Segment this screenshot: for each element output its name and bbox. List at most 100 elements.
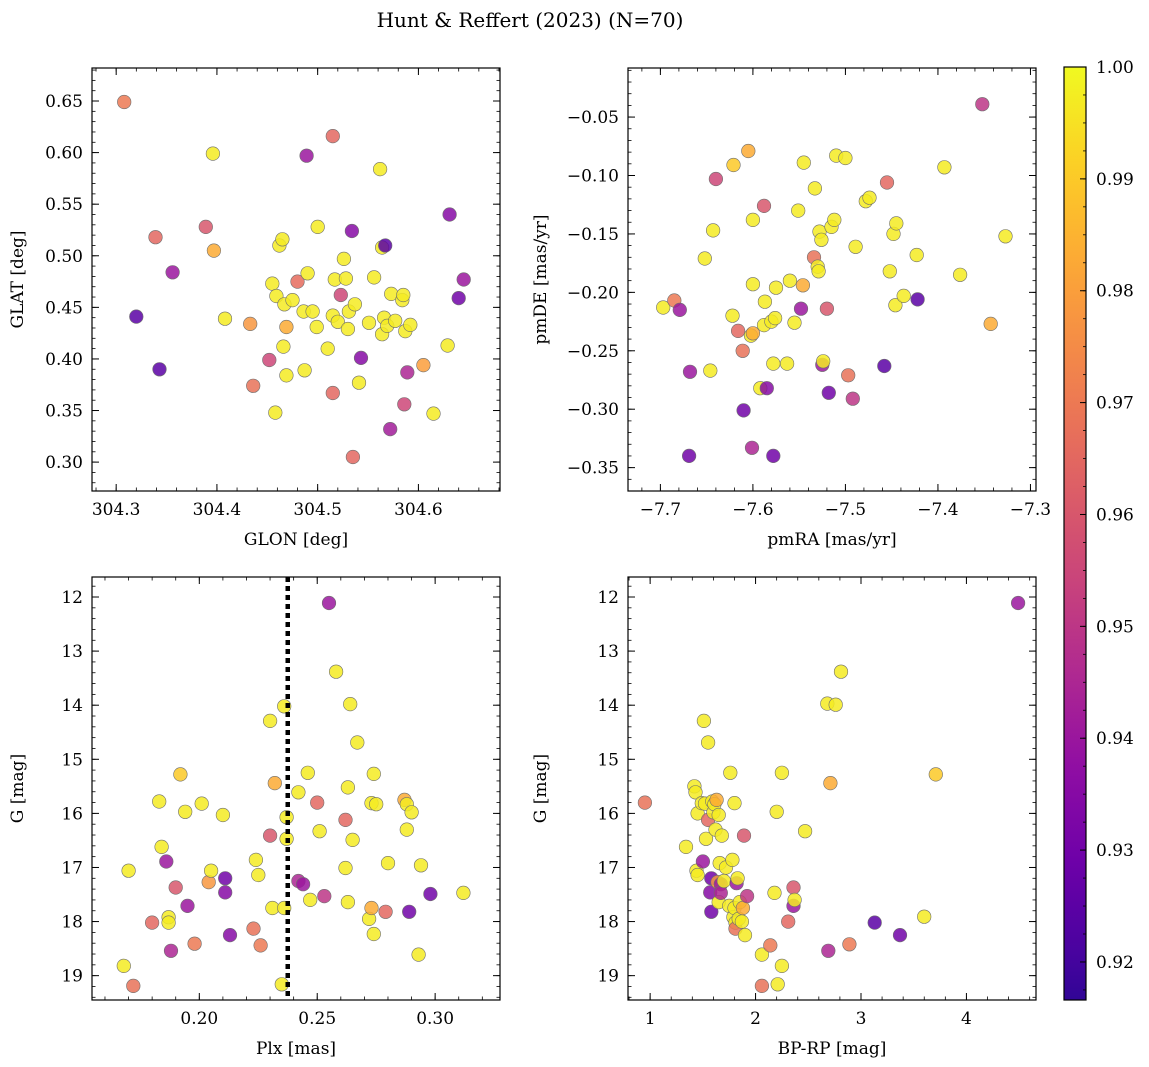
data-point <box>697 251 712 266</box>
data-point <box>882 264 897 279</box>
data-point <box>909 247 924 263</box>
data-point <box>713 885 728 901</box>
data-point <box>309 319 324 335</box>
data-point <box>690 867 705 883</box>
x-tick-label: 304.5 <box>293 500 342 520</box>
data-point <box>340 780 356 795</box>
data-point <box>892 927 908 943</box>
data-point <box>781 914 796 929</box>
data-point <box>152 362 167 377</box>
data-point <box>787 315 802 330</box>
data-point <box>396 287 411 303</box>
y-tick-label: 13 <box>61 642 83 662</box>
colorbar-tick-label: 0.96 <box>1096 505 1134 525</box>
data-point <box>735 343 750 358</box>
data-point <box>279 368 294 383</box>
data-point <box>285 293 300 308</box>
data-point <box>688 785 703 800</box>
data-point <box>723 765 738 780</box>
data-point <box>877 358 892 374</box>
data-point <box>426 406 441 421</box>
data-point <box>222 927 238 943</box>
y-tick-label: −0.10 <box>567 167 619 187</box>
data-point <box>276 339 291 354</box>
x-tick-label: 0.20 <box>180 1009 218 1029</box>
x-tick-label: −7.7 <box>640 500 681 520</box>
data-point <box>814 232 829 247</box>
data-point <box>823 775 838 791</box>
y-axis-label: pmDE [mas/yr] <box>531 214 551 344</box>
data-point <box>440 338 455 353</box>
data-point <box>152 794 167 809</box>
data-point <box>695 854 711 869</box>
x-tick-label: 304.4 <box>193 500 242 520</box>
y-tick-label: 15 <box>597 750 619 770</box>
data-point <box>340 894 356 910</box>
data-point <box>888 298 903 313</box>
x-tick-label: 3 <box>856 1009 867 1029</box>
y-tick-label: −0.30 <box>567 400 619 420</box>
data-point <box>300 765 315 780</box>
data-point <box>366 926 381 942</box>
data-point <box>303 892 318 908</box>
data-point <box>816 354 831 369</box>
data-point <box>329 664 344 679</box>
y-tick-label: −0.15 <box>567 225 619 245</box>
data-point <box>378 238 393 253</box>
data-point <box>819 301 835 316</box>
data-point <box>246 921 261 936</box>
data-point <box>404 805 419 820</box>
y-tick-label: 0.30 <box>45 453 83 473</box>
data-point <box>338 271 354 286</box>
y-tick-label: 0.65 <box>45 92 83 112</box>
data-point <box>763 938 778 953</box>
x-tick-label: 4 <box>961 1009 972 1029</box>
data-point <box>373 162 388 177</box>
data-point <box>838 150 853 166</box>
data-point <box>267 775 282 791</box>
data-point <box>117 94 132 110</box>
data-point <box>246 378 261 393</box>
data-point <box>297 363 312 378</box>
x-axis-label: Plx [mas] <box>256 1039 336 1059</box>
data-point <box>730 871 745 886</box>
y-tick-label: 0.55 <box>45 195 83 215</box>
data-point <box>380 855 396 871</box>
data-point <box>145 915 160 930</box>
data-point <box>198 219 213 234</box>
data-point <box>793 301 809 316</box>
data-point <box>338 812 353 828</box>
y-axis-label: GLAT [deg] <box>8 230 28 328</box>
data-point <box>353 350 369 366</box>
data-point <box>129 309 144 324</box>
data-point <box>725 308 740 323</box>
colorbar-tick-label: 0.99 <box>1096 170 1134 190</box>
data-point <box>148 230 163 245</box>
data-point <box>745 212 761 227</box>
data-point <box>296 877 311 892</box>
data-point <box>126 978 141 994</box>
data-point <box>910 292 925 307</box>
data-point <box>218 871 233 886</box>
data-point <box>744 440 760 455</box>
y-tick-label: 16 <box>61 804 83 824</box>
data-point <box>275 232 290 247</box>
data-point <box>383 422 398 437</box>
panel-plx: 0.20 0.25 0.30 12 13 14 15 16 17 18 19 Plx [mas] G [… <box>8 576 501 1059</box>
data-point <box>180 898 195 914</box>
data-point <box>725 852 740 868</box>
data-point <box>795 278 811 293</box>
data-point <box>672 302 687 318</box>
data-point <box>745 326 761 341</box>
data-point <box>161 915 176 930</box>
data-point <box>774 958 790 974</box>
y-tick-label: 19 <box>597 967 619 987</box>
data-point <box>766 356 781 371</box>
data-point <box>310 795 325 810</box>
data-point <box>730 323 746 339</box>
data-point <box>766 448 781 464</box>
data-point <box>248 852 263 868</box>
data-point <box>708 171 724 187</box>
x-tick-label: 1 <box>645 1009 656 1029</box>
